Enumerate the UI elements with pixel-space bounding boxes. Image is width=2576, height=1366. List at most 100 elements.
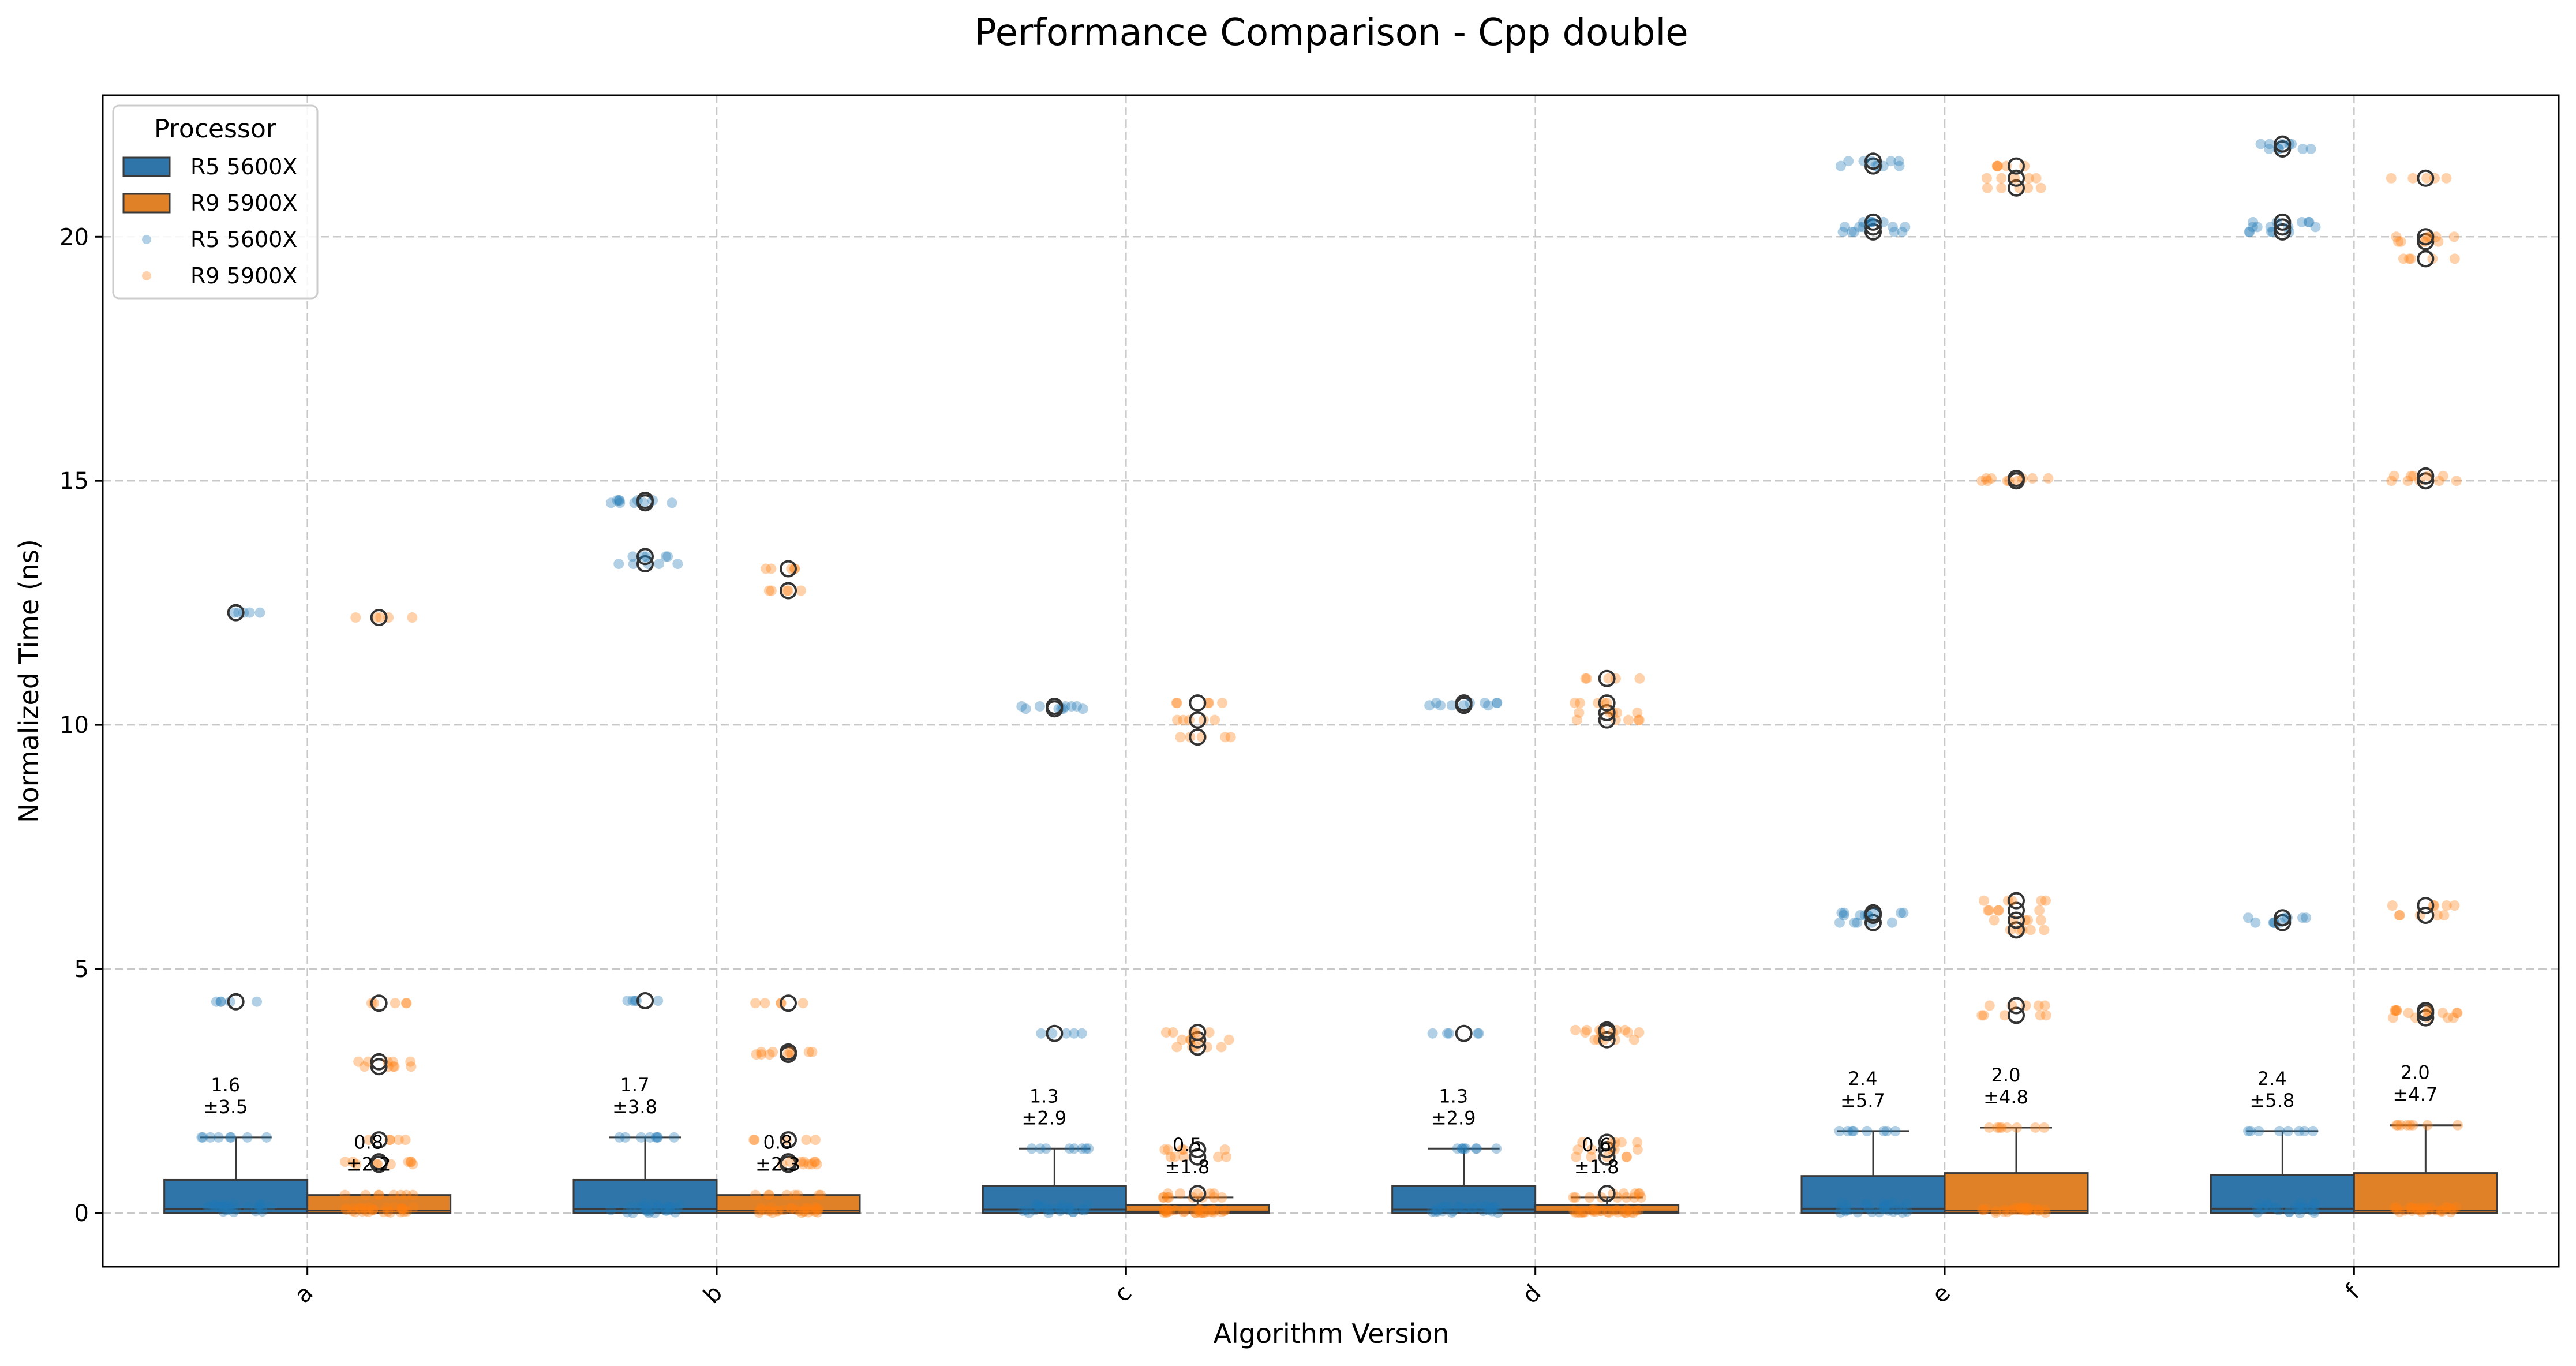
strip-point: [1021, 1205, 1032, 1216]
strip-point: [2425, 1202, 2436, 1212]
strip-point: [620, 1132, 631, 1143]
strip-point: [1619, 1206, 1630, 1217]
strip-point: [653, 1200, 664, 1211]
strip-point: [1458, 700, 1469, 711]
outlier-marker: [1455, 694, 1473, 712]
strip-point: [1982, 476, 1993, 486]
outlier-marker: [1046, 1024, 1064, 1042]
strip-point: [2296, 216, 2307, 227]
strip-point: [2299, 1125, 2310, 1136]
strip-point: [810, 1135, 821, 1146]
strip-point: [1039, 1200, 1050, 1211]
strip-point: [2391, 1005, 2402, 1016]
strip-point: [1076, 1028, 1087, 1039]
outlier-marker: [636, 548, 654, 566]
strip-point: [1162, 1188, 1173, 1199]
box: [2353, 1172, 2498, 1214]
strip-point: [1077, 703, 1088, 714]
strip-point: [1991, 1206, 2002, 1217]
strip-point: [2304, 216, 2315, 227]
strip-point: [2391, 1202, 2402, 1213]
outlier-marker: [370, 609, 388, 627]
strip-point: [405, 1056, 416, 1067]
strip-point: [1568, 1205, 1579, 1216]
strip-point: [2448, 1012, 2459, 1023]
strip-point: [1887, 222, 1898, 233]
chart-title: Performance Comparison - Cpp double: [974, 12, 1688, 54]
strip-point: [2423, 231, 2433, 242]
outlier-marker: [370, 1058, 388, 1076]
strip-point: [1165, 1151, 1176, 1162]
strip-point: [1854, 222, 1865, 233]
strip-point: [1608, 1188, 1619, 1199]
outlier-marker: [2274, 909, 2292, 927]
strip-point: [2389, 1202, 2400, 1213]
box: [982, 1185, 1127, 1214]
strip-point: [2294, 1202, 2305, 1213]
strip-point: [2446, 1203, 2457, 1214]
strip-point: [229, 607, 240, 618]
mean-label: 1.7: [620, 1074, 650, 1096]
strip-point: [1879, 1200, 1890, 1211]
strip-point: [1046, 1203, 1057, 1214]
strip-point: [1431, 698, 1441, 709]
strip-point: [351, 1159, 362, 1170]
strip-point: [1453, 1201, 1464, 1212]
outlier-marker: [2008, 911, 2025, 929]
strip-point: [1900, 222, 1911, 233]
strip-point: [1866, 156, 1877, 167]
strip-point: [2441, 900, 2452, 911]
strip-point: [1993, 160, 2004, 171]
strip-point: [755, 1202, 766, 1213]
strip-point: [1895, 907, 1906, 918]
strip-point: [2416, 1202, 2427, 1213]
strip-point: [1837, 1197, 1848, 1208]
strip-point: [2022, 1205, 2033, 1216]
strip-point: [1902, 1206, 1913, 1217]
strip-point: [2421, 1202, 2432, 1213]
strip-point: [2387, 1012, 2398, 1023]
strip-point: [670, 1207, 681, 1218]
strip-point: [2416, 1207, 2427, 1218]
strip-point: [1835, 160, 1846, 171]
std-label: ±1.8: [1574, 1156, 1619, 1178]
outlier-marker: [2417, 467, 2435, 485]
strip-point: [674, 1200, 685, 1211]
strip-point: [254, 1202, 265, 1213]
strip-point: [767, 1207, 778, 1218]
strip-point: [1847, 1125, 1858, 1136]
strip-point: [759, 998, 770, 1009]
strip-point: [667, 497, 677, 508]
strip-point: [1047, 1028, 1058, 1039]
strip-point: [2417, 1204, 2428, 1215]
strip-point: [2309, 1207, 2320, 1218]
strip-point: [810, 1202, 821, 1212]
strip-point: [1849, 917, 1860, 928]
strip-point: [1467, 1202, 1478, 1213]
strip-point: [1839, 907, 1849, 918]
strip-point: [1570, 1192, 1581, 1203]
strip-point: [2309, 1197, 2320, 1208]
strip-point: [795, 1157, 806, 1167]
strip-point: [1483, 1205, 1494, 1216]
strip-point: [215, 996, 226, 1007]
strip-point: [1454, 1200, 1465, 1211]
strip-point: [385, 1159, 396, 1170]
strip-point: [1017, 1205, 1028, 1216]
strip-point: [1161, 1207, 1172, 1218]
plot-marks: 1.6±3.51.7±3.8 1.3±2.91.3±2.92.4±5.72.4±5…: [163, 135, 2498, 1218]
strip-point: [1978, 1205, 1989, 1216]
strip-point: [1158, 1192, 1169, 1203]
strip-point: [1867, 1206, 1878, 1217]
strip-point: [361, 1206, 372, 1217]
strip-point: [1023, 1207, 1034, 1218]
strip-point: [1219, 1205, 1230, 1216]
strip-point: [2034, 905, 2045, 916]
strip-point: [2408, 1203, 2419, 1214]
strip-point: [1835, 1203, 1846, 1214]
strip-point: [396, 1203, 407, 1214]
std-label: ±4.8: [1983, 1086, 2028, 1108]
strip-point: [1472, 1028, 1483, 1039]
strip-point: [778, 1204, 789, 1215]
strip-point: [1062, 1203, 1073, 1214]
